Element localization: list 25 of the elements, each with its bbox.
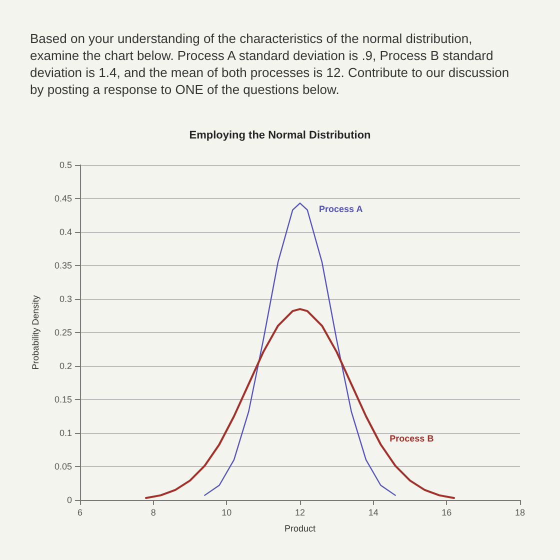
y-tick-label: 0.2 — [59, 361, 72, 371]
y-tick-label: 0.35 — [54, 260, 72, 270]
x-tick-label: 6 — [77, 508, 83, 518]
y-tick-label: 0.45 — [54, 194, 72, 204]
y-tick-label: 0.05 — [54, 462, 72, 472]
x-tick-label: 14 — [368, 508, 378, 518]
x-tick-label: 18 — [514, 508, 526, 518]
text: Based on your understanding of the characteristics of the normal distribution, examine the chart below. Process A standard deviation is .9, Process B standard deviation is 1.4, and the mean of both processes is 12. Contribute to our discussion by posting a response to ONE of the questions below. — [30, 30, 510, 98]
y-tick-label: 0.1 — [59, 428, 72, 438]
x-tick-label: 16 — [442, 508, 452, 518]
y-tick-label: 0.5 — [59, 160, 72, 170]
series-label: Process B — [390, 433, 434, 444]
line-series — [145, 308, 455, 499]
series-label: Process A — [319, 204, 364, 214]
y-tick-label: 0.3 — [59, 294, 72, 304]
x-tick-label: 8 — [150, 508, 156, 518]
y-tick-label: 0.4 — [59, 227, 72, 237]
y-tick-label: 0 — [66, 495, 72, 505]
x-axis-title: Product — [284, 524, 316, 534]
x-tick-label: 12 — [294, 508, 306, 518]
x-tick-label: 10 — [222, 508, 232, 518]
y-axis-title: Probability Density — [30, 294, 40, 370]
y-tick-label: 0.25 — [54, 328, 72, 338]
chart-title: Employing the Normal Distribution — [189, 130, 372, 142]
y-tick-label: 0.15 — [54, 394, 72, 404]
